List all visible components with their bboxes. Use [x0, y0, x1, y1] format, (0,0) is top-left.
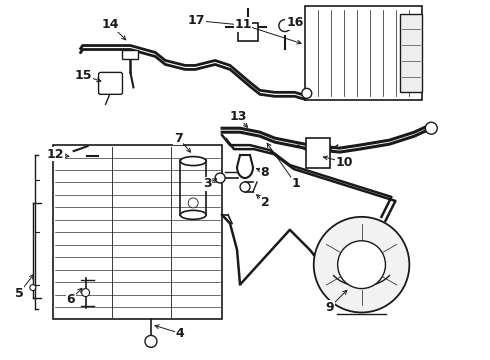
Circle shape — [240, 182, 250, 192]
Circle shape — [314, 217, 409, 312]
Text: 13: 13 — [229, 110, 246, 123]
Circle shape — [338, 241, 386, 289]
Text: 9: 9 — [325, 301, 334, 314]
Circle shape — [215, 173, 225, 183]
Text: 3: 3 — [203, 177, 212, 190]
Circle shape — [279, 20, 291, 32]
Bar — [400, 14, 422, 92]
Text: 7: 7 — [174, 132, 183, 145]
Bar — [122, 50, 138, 59]
Text: 6: 6 — [66, 293, 75, 306]
Text: 17: 17 — [188, 14, 205, 27]
Text: 12: 12 — [47, 148, 65, 161]
Bar — [306, 138, 330, 168]
Ellipse shape — [180, 210, 206, 219]
Bar — [238, 23, 258, 41]
Bar — [53, 145, 222, 319]
Circle shape — [425, 122, 437, 134]
Text: 11: 11 — [234, 18, 252, 31]
Text: 8: 8 — [261, 166, 269, 179]
Circle shape — [188, 198, 198, 208]
Text: 2: 2 — [261, 197, 270, 210]
Text: 4: 4 — [176, 327, 185, 340]
Text: 14: 14 — [102, 18, 119, 31]
Text: 5: 5 — [15, 287, 23, 300]
Text: 1: 1 — [292, 177, 300, 190]
Text: 15: 15 — [75, 69, 93, 82]
FancyBboxPatch shape — [98, 72, 122, 94]
Circle shape — [302, 88, 312, 98]
Circle shape — [82, 289, 90, 297]
Circle shape — [145, 336, 157, 347]
Bar — [180, 160, 206, 215]
Ellipse shape — [180, 157, 206, 166]
Text: 16: 16 — [286, 16, 303, 29]
Bar — [305, 6, 422, 100]
Circle shape — [30, 285, 36, 291]
Text: 10: 10 — [336, 156, 353, 168]
